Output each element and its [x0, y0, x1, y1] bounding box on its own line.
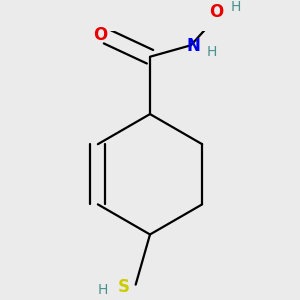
Text: H: H: [98, 284, 108, 297]
Text: O: O: [209, 3, 223, 21]
Text: H: H: [231, 0, 241, 14]
Text: O: O: [93, 26, 108, 44]
Text: N: N: [186, 37, 200, 55]
Text: H: H: [206, 45, 217, 59]
Text: S: S: [118, 278, 130, 296]
